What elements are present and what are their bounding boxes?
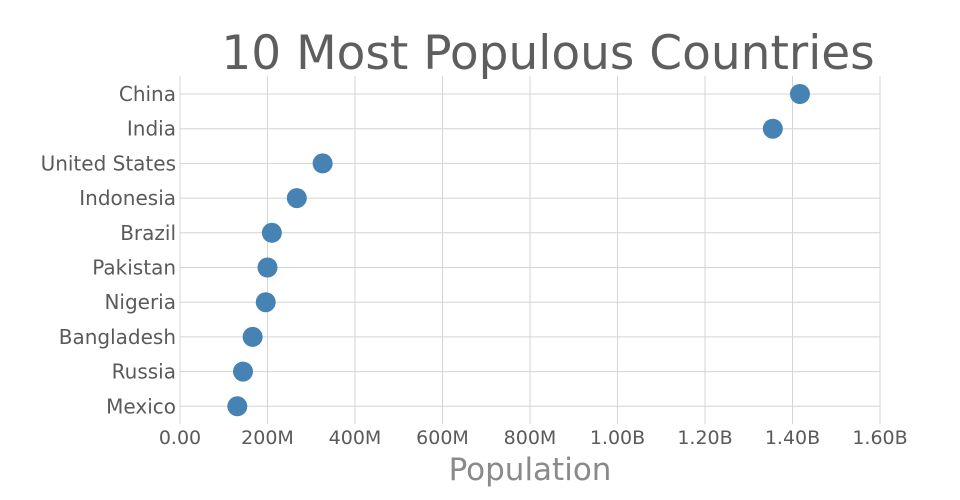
x-axis-title: Population	[449, 452, 612, 488]
x-tick-label: 0.00	[159, 427, 201, 449]
data-point	[762, 118, 783, 139]
data-point	[257, 257, 278, 278]
x-tick-label: 400M	[329, 427, 382, 449]
x-tick-label: 1.20B	[677, 427, 732, 449]
y-category-label: Russia	[112, 360, 176, 384]
data-point	[242, 326, 263, 347]
y-category-label: India	[127, 117, 176, 141]
y-category-label: Nigeria	[104, 290, 176, 314]
data-point	[233, 361, 253, 382]
y-category-label: United States	[41, 151, 176, 175]
y-axis-category-labels: China India United States Indonesia Brazil Pa…	[41, 82, 176, 418]
y-category-label: Indonesia	[79, 186, 176, 210]
data-points	[227, 84, 810, 417]
y-category-label: Bangladesh	[59, 325, 176, 349]
y-category-label: Mexico	[106, 394, 176, 418]
y-category-label: China	[119, 82, 176, 106]
x-axis-tick-labels: 0.00 200M 400M 600M 800M 1.00B 1.20B 1.40B 1.60B	[159, 427, 908, 449]
x-tick-label: 800M	[504, 427, 557, 449]
grid-lines	[179, 76, 881, 424]
data-point	[286, 188, 307, 209]
y-category-label: Brazil	[120, 221, 176, 245]
data-point	[227, 396, 248, 417]
x-tick-label: 1.40B	[765, 427, 820, 449]
chart-title: 10 Most Populous Countries	[221, 26, 874, 81]
data-point	[789, 84, 810, 104]
data-point	[255, 292, 276, 313]
x-tick-label: 1.60B	[852, 427, 907, 449]
x-tick-label: 600M	[416, 427, 469, 449]
x-tick-label: 1.00B	[590, 427, 645, 449]
data-point	[312, 153, 333, 174]
x-tick-label: 200M	[241, 427, 294, 449]
y-category-label: Pakistan	[92, 256, 176, 280]
data-point	[261, 222, 282, 243]
